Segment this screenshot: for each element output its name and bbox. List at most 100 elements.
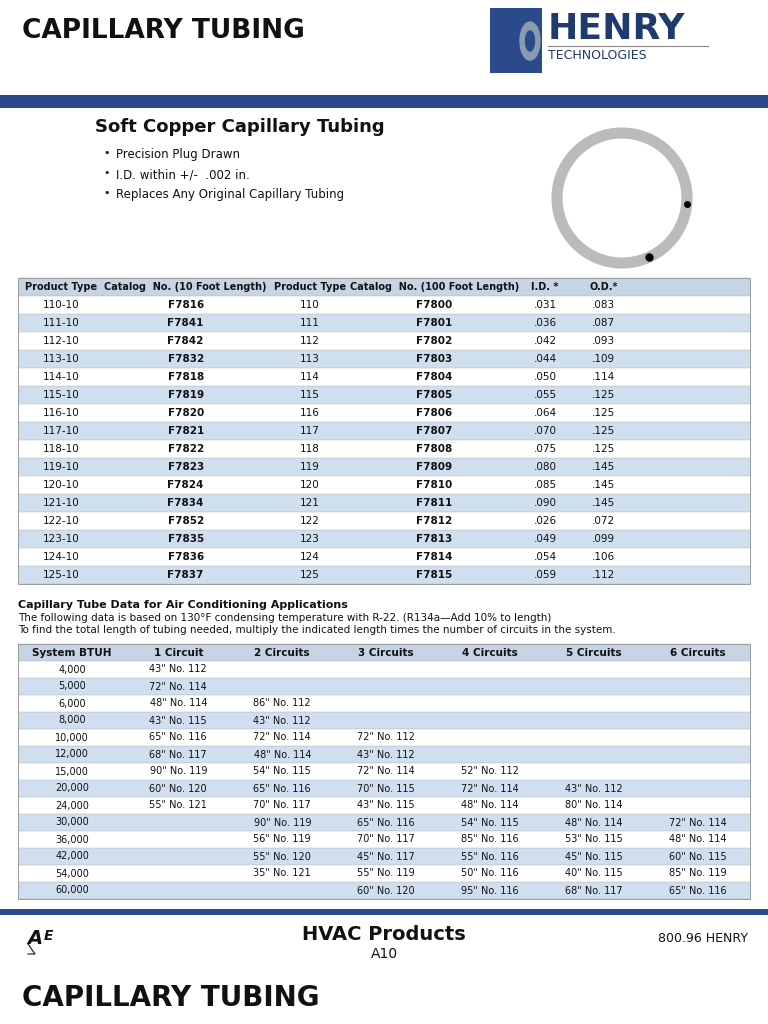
Text: 65" No. 116: 65" No. 116 <box>357 817 415 827</box>
Text: F7816: F7816 <box>167 300 204 310</box>
Text: System BTUH: System BTUH <box>32 647 112 657</box>
Text: 65" No. 116: 65" No. 116 <box>150 732 207 742</box>
Text: .036: .036 <box>534 318 557 328</box>
Text: •: • <box>103 168 110 178</box>
Text: 55" No. 121: 55" No. 121 <box>149 801 207 811</box>
Text: .054: .054 <box>534 552 557 562</box>
FancyBboxPatch shape <box>18 422 750 440</box>
FancyBboxPatch shape <box>18 278 750 296</box>
Text: .075: .075 <box>534 444 557 454</box>
FancyBboxPatch shape <box>18 548 750 566</box>
FancyBboxPatch shape <box>0 95 768 108</box>
Text: 43" No. 112: 43" No. 112 <box>253 716 311 725</box>
Text: 3 Circuits: 3 Circuits <box>359 647 414 657</box>
Text: 117: 117 <box>300 426 320 436</box>
Text: F7821: F7821 <box>167 426 204 436</box>
Text: 43" No. 115: 43" No. 115 <box>357 801 415 811</box>
Text: 800.96 HENRY: 800.96 HENRY <box>658 932 748 945</box>
Text: HVAC Products: HVAC Products <box>302 925 466 944</box>
FancyBboxPatch shape <box>18 476 750 494</box>
Text: 48" No. 114: 48" No. 114 <box>253 750 311 760</box>
Text: F7804: F7804 <box>416 372 452 382</box>
FancyBboxPatch shape <box>0 915 768 979</box>
Text: .070: .070 <box>534 426 557 436</box>
Text: F7801: F7801 <box>416 318 452 328</box>
Text: 85" No. 116: 85" No. 116 <box>462 835 519 845</box>
Text: 42,000: 42,000 <box>55 852 89 861</box>
FancyBboxPatch shape <box>18 350 750 368</box>
Text: F7824: F7824 <box>167 480 204 490</box>
Text: 116-10: 116-10 <box>43 408 80 418</box>
Text: .093: .093 <box>592 336 615 346</box>
Text: 114: 114 <box>300 372 320 382</box>
Text: 56" No. 119: 56" No. 119 <box>253 835 311 845</box>
Text: 54" No. 115: 54" No. 115 <box>253 767 311 776</box>
Text: .055: .055 <box>534 390 557 400</box>
Text: To find the total length of tubing needed, multiply the indicated length times t: To find the total length of tubing neede… <box>18 625 616 635</box>
Text: 45" No. 117: 45" No. 117 <box>357 852 415 861</box>
Text: .087: .087 <box>592 318 615 328</box>
FancyBboxPatch shape <box>18 814 750 831</box>
Text: CAPILLARY TUBING: CAPILLARY TUBING <box>22 18 305 44</box>
Text: 86" No. 112: 86" No. 112 <box>253 698 311 709</box>
Text: F7820: F7820 <box>167 408 204 418</box>
Text: .042: .042 <box>534 336 557 346</box>
Text: 45" No. 115: 45" No. 115 <box>565 852 623 861</box>
FancyBboxPatch shape <box>18 644 750 662</box>
Text: F7802: F7802 <box>416 336 452 346</box>
Text: F7842: F7842 <box>167 336 204 346</box>
Text: 54" No. 115: 54" No. 115 <box>462 817 519 827</box>
Text: F7837: F7837 <box>167 570 204 580</box>
Text: 122: 122 <box>300 516 320 526</box>
FancyBboxPatch shape <box>0 909 768 915</box>
FancyBboxPatch shape <box>18 831 750 848</box>
Text: 95" No. 116: 95" No. 116 <box>462 886 519 896</box>
Text: .031: .031 <box>534 300 557 310</box>
Text: F7819: F7819 <box>167 390 204 400</box>
Text: 6 Circuits: 6 Circuits <box>670 647 726 657</box>
Text: 6,000: 6,000 <box>58 698 86 709</box>
Text: Replaces Any Original Capillary Tubing: Replaces Any Original Capillary Tubing <box>116 188 344 201</box>
FancyBboxPatch shape <box>18 566 750 584</box>
Text: 72" No. 114: 72" No. 114 <box>462 783 519 794</box>
Text: 15,000: 15,000 <box>55 767 89 776</box>
Text: 54,000: 54,000 <box>55 868 89 879</box>
Text: 50" No. 116: 50" No. 116 <box>462 868 519 879</box>
Text: 123-10: 123-10 <box>43 534 80 544</box>
Text: 124: 124 <box>300 552 320 562</box>
Text: Soft Copper Capillary Tubing: Soft Copper Capillary Tubing <box>95 118 385 136</box>
Text: .080: .080 <box>534 462 557 472</box>
Text: 68" No. 117: 68" No. 117 <box>150 750 207 760</box>
Text: F7852: F7852 <box>167 516 204 526</box>
Text: 119-10: 119-10 <box>43 462 80 472</box>
Text: 80" No. 114: 80" No. 114 <box>565 801 623 811</box>
Text: .106: .106 <box>592 552 615 562</box>
Text: 90" No. 119: 90" No. 119 <box>253 817 311 827</box>
FancyBboxPatch shape <box>18 368 750 386</box>
FancyBboxPatch shape <box>18 746 750 763</box>
Text: .112: .112 <box>592 570 615 580</box>
Text: .125: .125 <box>592 408 615 418</box>
Text: 112: 112 <box>300 336 320 346</box>
Text: 4 Circuits: 4 Circuits <box>462 647 518 657</box>
Text: F7807: F7807 <box>416 426 452 436</box>
Text: F7803: F7803 <box>416 354 452 364</box>
Text: 121: 121 <box>300 498 320 508</box>
FancyBboxPatch shape <box>18 296 750 314</box>
Text: I.D. within +/-  .002 in.: I.D. within +/- .002 in. <box>116 168 250 181</box>
Text: 111: 111 <box>300 318 320 328</box>
FancyBboxPatch shape <box>490 8 542 73</box>
FancyBboxPatch shape <box>18 780 750 797</box>
Text: Product Type: Product Type <box>274 282 346 292</box>
Text: 48" No. 114: 48" No. 114 <box>565 817 623 827</box>
Text: F7836: F7836 <box>167 552 204 562</box>
Text: 48" No. 114: 48" No. 114 <box>669 835 727 845</box>
FancyBboxPatch shape <box>18 314 750 332</box>
Text: A10: A10 <box>370 947 398 961</box>
Text: F7812: F7812 <box>416 516 452 526</box>
Text: 40" No. 115: 40" No. 115 <box>565 868 623 879</box>
Text: 4,000: 4,000 <box>58 665 86 675</box>
Text: 53" No. 115: 53" No. 115 <box>565 835 623 845</box>
Text: .145: .145 <box>592 462 615 472</box>
Text: 116: 116 <box>300 408 320 418</box>
